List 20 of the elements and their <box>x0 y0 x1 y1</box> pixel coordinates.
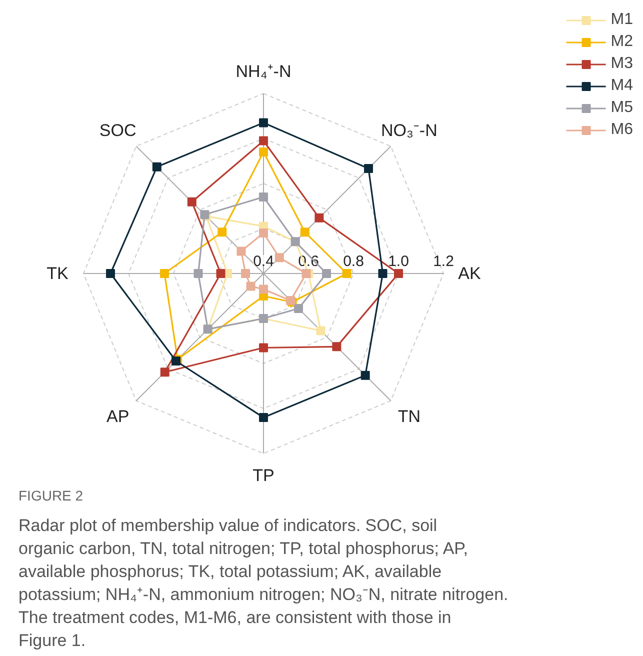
y-tick-label: 1.2 <box>433 253 454 270</box>
spoke-label: AK <box>458 264 482 283</box>
spoke-label: NH₄⁺-N <box>236 62 292 81</box>
spoke-label: NO₃⁻-N <box>380 121 438 140</box>
legend-label: M2 <box>610 32 633 52</box>
legend-label: M5 <box>610 98 633 118</box>
spoke-label: TP <box>252 466 274 485</box>
spoke-label: AP <box>106 406 130 426</box>
legend-label: M1 <box>610 10 633 30</box>
legend-label: M6 <box>610 120 633 140</box>
spoke-label: SOC <box>99 121 136 140</box>
spoke-label: TN <box>398 406 421 426</box>
y-tick-label: 0.8 <box>343 253 364 270</box>
caption: FIGURE 2 <box>18 488 84 504</box>
spoke-label: TK <box>46 264 70 283</box>
y-tick-label: 0.4 <box>253 253 274 270</box>
legend-label: M4 <box>610 76 633 96</box>
legend-label: M3 <box>610 54 633 74</box>
text: Radar plot of membership value of indicators. SOC, soil organic carbon, TN, total nitrogen; TP, total phosphorus; AP, available phosphorus; TK, total potassium; AK, available potassium; NH₄⁺-N, ammonium nitrogen; NO₃⁻N, nitrate nitrogen. The treatment codes, M1-M6, are consistent with those in Figure 1. <box>18 516 508 650</box>
y-tick-label: 1.0 <box>388 253 409 270</box>
